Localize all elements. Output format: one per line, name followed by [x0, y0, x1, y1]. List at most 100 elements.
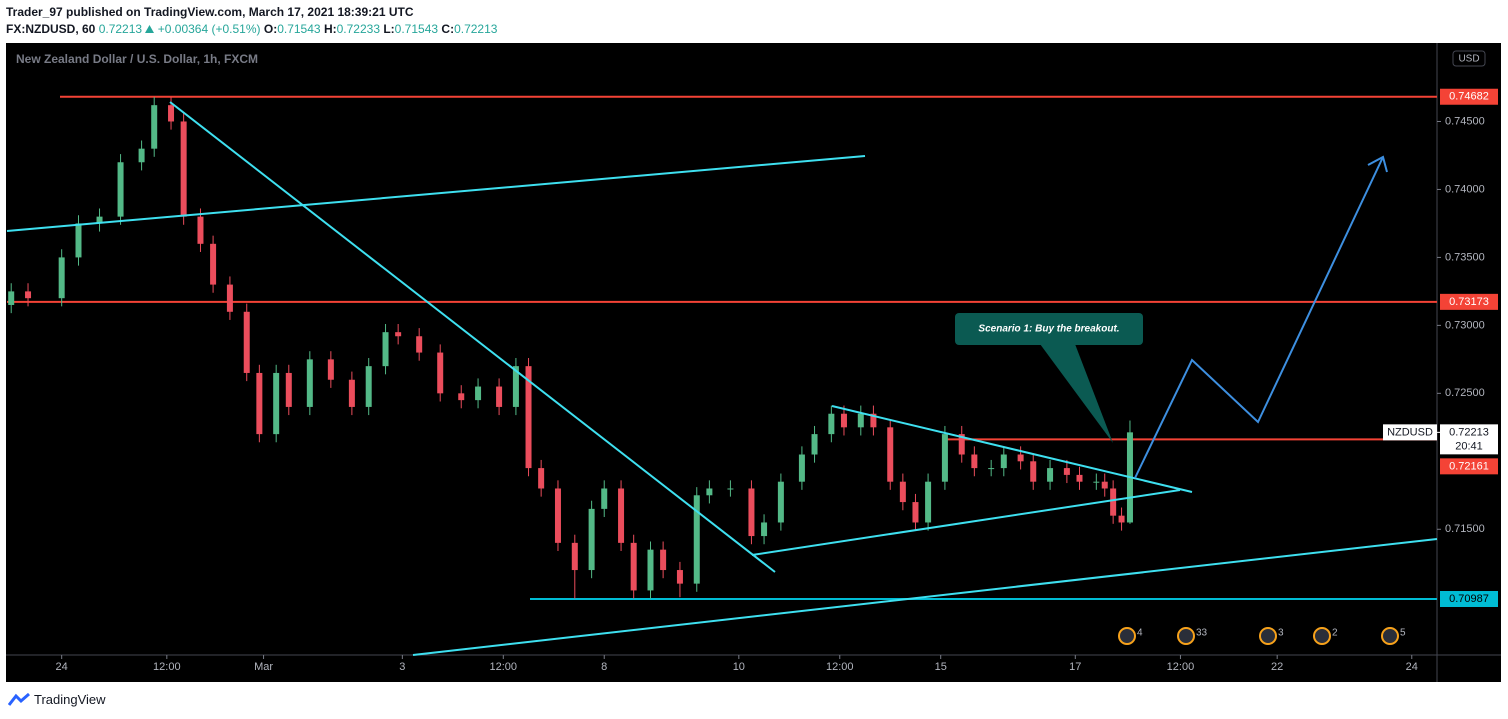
- event-count: 4: [1137, 628, 1143, 639]
- arrow-head: [1367, 155, 1388, 173]
- candle-body: [727, 488, 734, 490]
- candle-body: [828, 413, 835, 435]
- x-tick-label: Mar: [254, 661, 273, 673]
- candle-body: [117, 162, 124, 217]
- countdown: 20:41: [1455, 440, 1483, 452]
- candle-body: [8, 291, 15, 305]
- event-icon: [1259, 627, 1277, 645]
- candle-body: [971, 454, 978, 469]
- candle-body: [197, 216, 204, 244]
- chart-background: [6, 43, 1501, 682]
- level-label: 0.72161: [1449, 460, 1489, 472]
- high: 0.72233: [336, 22, 380, 36]
- candle-body: [588, 508, 595, 571]
- y-tick-label: 0.72500: [1445, 387, 1485, 399]
- candle-body: [554, 488, 561, 543]
- c-label: C:: [441, 22, 455, 36]
- event-icon: [1177, 627, 1195, 645]
- symbol: FX:NZDUSD, 60: [6, 22, 96, 36]
- candle-body: [925, 481, 932, 523]
- level-label: 0.73173: [1449, 296, 1489, 308]
- candle-body: [887, 427, 894, 482]
- open: 0.71543: [277, 22, 321, 36]
- candle-body: [706, 488, 713, 496]
- candle-body: [958, 434, 965, 455]
- callout: [955, 313, 1143, 345]
- candle-body: [512, 366, 519, 407]
- publisher-line: Trader_97 published on TradingView.com, …: [6, 4, 497, 21]
- candle-body: [1000, 454, 1007, 469]
- event-count: 3: [1278, 628, 1284, 639]
- candle-body: [571, 542, 578, 571]
- last-price: 0.72213: [1449, 426, 1489, 438]
- callout-pointer: [1040, 344, 1113, 443]
- candle-body: [538, 468, 545, 489]
- candle-body: [899, 481, 906, 503]
- event-count: 2: [1332, 628, 1338, 639]
- candle-body: [306, 359, 313, 407]
- x-tick-label: 24: [1406, 661, 1418, 673]
- candle-body: [618, 488, 625, 543]
- candle-body: [475, 386, 482, 401]
- symbol-label-box: [1383, 424, 1437, 441]
- change: +0.00364 (+0.51%): [157, 22, 261, 36]
- candle-body: [870, 413, 877, 428]
- candle-body: [630, 542, 637, 591]
- candle-body: [58, 257, 65, 299]
- trend-line: [831, 405, 1193, 493]
- x-tick-label: 22: [1271, 661, 1283, 673]
- candle-body: [96, 216, 103, 224]
- currency-label[interactable]: USD: [1458, 54, 1479, 65]
- candle-body: [458, 393, 465, 401]
- y-tick-label: 0.73000: [1445, 319, 1485, 331]
- x-tick-label: 12:00: [826, 661, 854, 673]
- candle-body: [811, 434, 818, 455]
- candle-body: [912, 502, 919, 523]
- quote-line: FX:NZDUSD, 60 0.72213 +0.00364 (+0.51%) …: [6, 21, 497, 38]
- chart: New Zealand Dollar / U.S. Dollar, 1h, FX…: [6, 43, 1501, 682]
- candle-body: [1101, 481, 1108, 489]
- trend-line: [6, 155, 866, 232]
- x-tick-label: 12:00: [1167, 661, 1195, 673]
- level-label-box: [1440, 88, 1498, 105]
- x-tick-label: 8: [601, 661, 607, 673]
- candle-body: [601, 488, 608, 509]
- x-tick-label: 12:00: [153, 661, 181, 673]
- event-icon: [1313, 627, 1331, 645]
- candle-body: [525, 366, 532, 469]
- candle-body: [1063, 468, 1070, 475]
- level-label-box: [1440, 293, 1498, 310]
- footer: TradingView: [8, 692, 106, 707]
- price: 0.72213: [98, 22, 143, 36]
- brand: TradingView: [34, 692, 106, 707]
- y-tick-label: 0.74000: [1445, 183, 1485, 195]
- candle-body: [1076, 474, 1083, 482]
- event-icon: [1118, 627, 1136, 645]
- candle-body: [857, 413, 864, 428]
- event-icon: [1381, 627, 1399, 645]
- candle-body: [243, 311, 250, 373]
- x-tick-label: 17: [1069, 661, 1081, 673]
- candle-body: [327, 359, 334, 380]
- legend-title: New Zealand Dollar / U.S. Dollar, 1h, FX…: [16, 52, 258, 66]
- candle-body: [1017, 454, 1024, 462]
- candle-body: [348, 379, 355, 407]
- publisher: Trader_97 published on TradingView.com, …: [6, 5, 414, 19]
- candle-body: [798, 454, 805, 482]
- drawings: [6, 101, 1438, 656]
- candle-body: [777, 481, 784, 523]
- candle-body: [226, 284, 233, 312]
- x-tick-label: 10: [733, 661, 745, 673]
- candle-body: [761, 522, 768, 537]
- currency-button[interactable]: [1452, 50, 1486, 67]
- header: Trader_97 published on TradingView.com, …: [6, 4, 497, 38]
- last-price-box: [1440, 424, 1498, 455]
- candle-body: [180, 121, 187, 217]
- trend-line: [751, 489, 1181, 556]
- candle-body: [748, 488, 755, 537]
- x-tick-label: 15: [935, 661, 947, 673]
- candle-body: [840, 413, 847, 428]
- level-label: 0.74682: [1449, 91, 1489, 103]
- x-tick-label: 3: [399, 661, 405, 673]
